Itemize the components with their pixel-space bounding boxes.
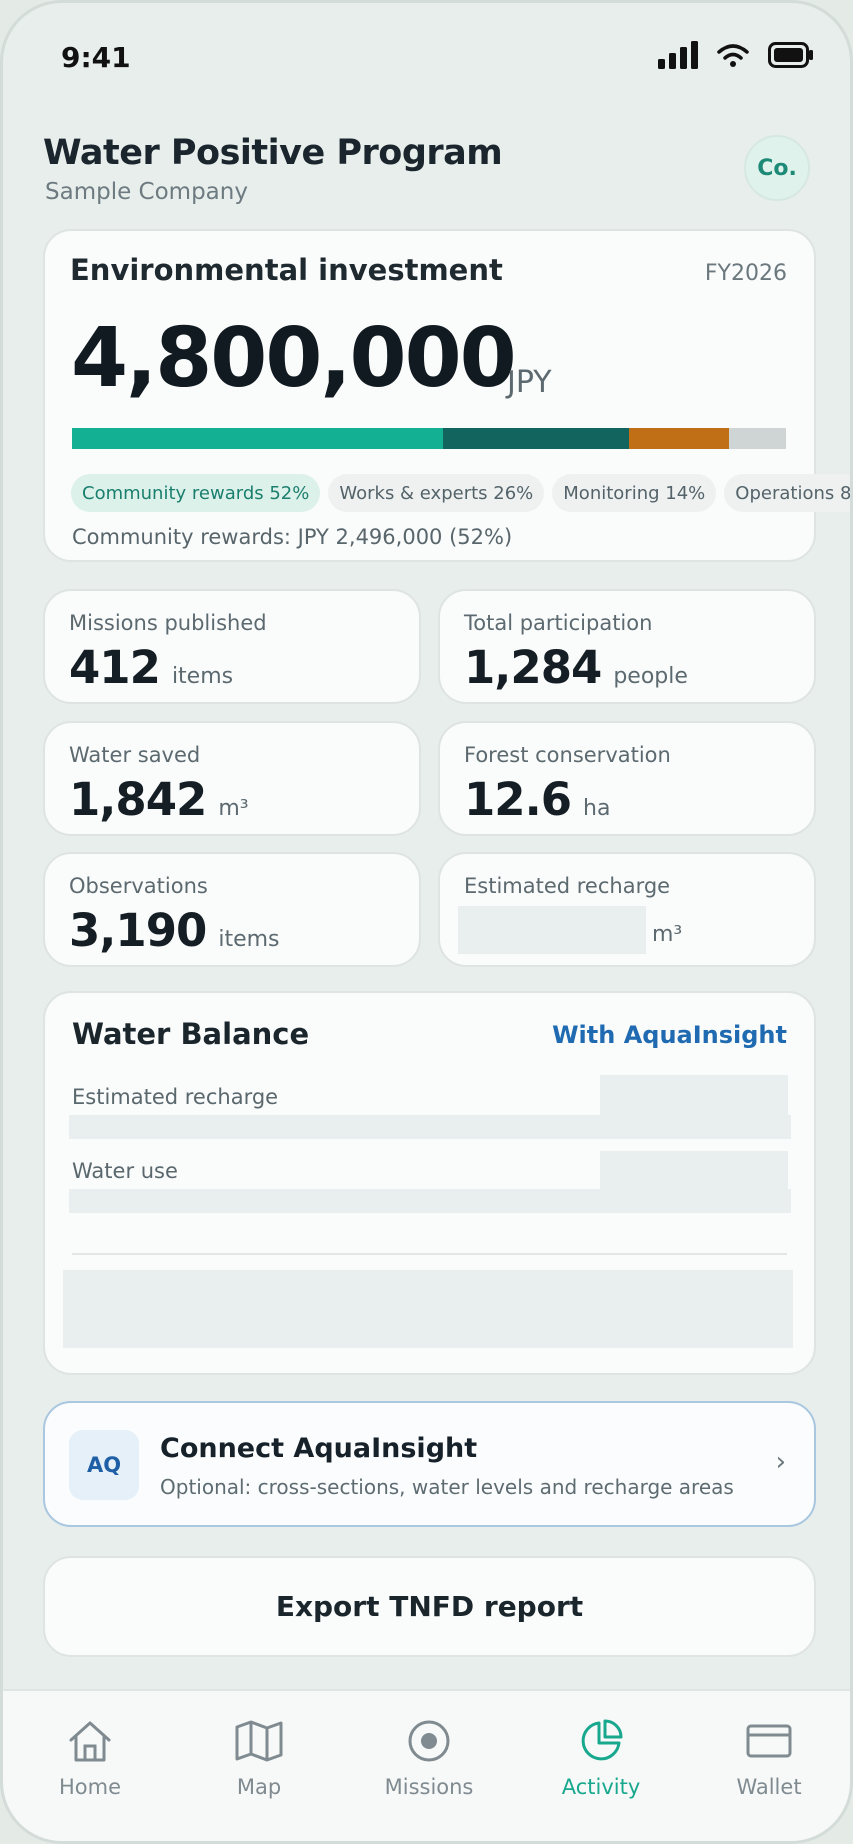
tab-missions[interactable]: Missions — [364, 1715, 494, 1799]
chip-community-rewards[interactable]: Community rewards 52% — [71, 474, 321, 512]
stat-value: 412 — [69, 641, 161, 694]
water-use-bar-placeholder — [69, 1189, 791, 1213]
water-use-value-placeholder — [600, 1151, 788, 1189]
home-icon — [69, 1721, 111, 1762]
company-name: Sample Company — [45, 179, 248, 205]
target-icon — [408, 1720, 450, 1762]
allocation-segment-community-rewards — [72, 428, 444, 449]
stat-estimated-recharge[interactable]: Estimated recharge m³ — [438, 852, 816, 967]
chip-operations[interactable]: Operations 8% — [724, 474, 850, 512]
stat-label: Observations — [69, 874, 208, 898]
tab-label: Map — [236, 1775, 282, 1799]
stat-unit: items — [218, 927, 280, 952]
stat-value: 12.6 — [464, 773, 572, 826]
fiscal-year: FY2026 — [704, 261, 787, 286]
tab-map[interactable]: Map — [194, 1715, 324, 1799]
wallet-icon — [746, 1724, 792, 1758]
stat-water-saved[interactable]: Water saved 1,842 m³ — [43, 721, 421, 836]
connect-subtitle: Optional: cross-sections, water levels a… — [160, 1475, 734, 1499]
investment-title: Environmental investment — [70, 253, 503, 287]
balance-label-recharge: Estimated recharge — [72, 1085, 279, 1109]
allocation-chips: Community rewards 52% Works & experts 26… — [71, 474, 850, 512]
stat-unit: people — [613, 664, 688, 689]
tab-label: Wallet — [736, 1775, 802, 1799]
recharge-value-placeholder — [458, 906, 646, 954]
tab-label: Home — [58, 1775, 121, 1799]
tab-activity[interactable]: Activity — [536, 1715, 666, 1799]
divider — [72, 1253, 787, 1255]
stat-observations[interactable]: Observations 3,190 items — [43, 852, 421, 967]
stat-value: 1,284 — [464, 641, 602, 694]
balance-summary-placeholder — [63, 1270, 793, 1348]
stat-label: Forest conservation — [464, 743, 671, 767]
tab-label: Missions — [384, 1775, 474, 1799]
stat-label: Water saved — [69, 743, 201, 767]
recharge-bar-placeholder — [69, 1115, 791, 1139]
allocation-detail: Community rewards: JPY 2,496,000 (52%) — [72, 525, 513, 549]
water-balance-card: Water Balance With AquaInsight Estimated… — [43, 991, 816, 1375]
allocation-segment-operations — [728, 428, 786, 449]
connect-aquainsight-card[interactable]: AQ Connect AquaInsight Optional: cross-s… — [43, 1401, 816, 1527]
allocation-segment-monitoring — [628, 428, 729, 449]
battery-icon — [768, 42, 813, 68]
export-tnfd-report-button[interactable]: Export TNFD report — [43, 1556, 816, 1657]
stat-unit: m³ — [218, 796, 249, 821]
stat-label: Estimated recharge — [464, 874, 671, 898]
stat-total-participation[interactable]: Total participation 1,284 people — [438, 589, 816, 704]
connect-title: Connect AquaInsight — [160, 1433, 478, 1464]
allocation-segment-works-experts — [443, 428, 629, 449]
pie-chart-icon — [581, 1719, 623, 1761]
investment-currency: JPY — [507, 365, 552, 400]
water-balance-title: Water Balance — [72, 1017, 310, 1051]
stat-value: 1,842 — [69, 773, 207, 826]
tab-home[interactable]: Home — [25, 1715, 155, 1799]
stat-unit: ha — [583, 796, 611, 821]
investment-amount: 4,800,000 — [71, 311, 517, 406]
allocation-bar — [72, 428, 786, 449]
stat-unit: items — [171, 664, 234, 689]
stat-value: 3,190 — [69, 904, 207, 957]
company-avatar[interactable]: Co. — [744, 135, 810, 201]
stat-label: Total participation — [464, 611, 653, 635]
bottom-tab-bar: Home Map Missions — [3, 1689, 850, 1841]
aquainsight-badge: AQ — [69, 1430, 139, 1500]
aquainsight-link[interactable]: With AquaInsight — [552, 1021, 787, 1049]
chip-monitoring[interactable]: Monitoring 14% — [552, 474, 717, 512]
map-icon — [235, 1720, 283, 1762]
chevron-right-icon: › — [775, 1447, 786, 1477]
status-icons — [658, 41, 814, 69]
status-time: 9:41 — [61, 41, 131, 74]
investment-card: Environmental investment FY2026 4,800,00… — [43, 229, 850, 562]
stat-unit: m³ — [652, 922, 683, 947]
page-header: Water Positive Program Sample Company Co… — [43, 129, 810, 209]
tab-label: Activity — [561, 1775, 641, 1799]
tab-wallet[interactable]: Wallet — [704, 1715, 834, 1799]
stat-label: Missions published — [69, 611, 267, 635]
wifi-icon — [717, 44, 749, 67]
stat-missions-published[interactable]: Missions published 412 items — [43, 589, 421, 704]
page-title: Water Positive Program — [43, 133, 503, 173]
recharge-value-placeholder — [600, 1075, 788, 1115]
cellular-signal-icon — [658, 41, 698, 69]
chip-works-experts[interactable]: Works & experts 26% — [328, 474, 545, 512]
balance-label-water-use: Water use — [72, 1159, 178, 1183]
stat-forest-conservation[interactable]: Forest conservation 12.6 ha — [438, 721, 816, 836]
status-bar: 9:41 — [3, 3, 850, 113]
